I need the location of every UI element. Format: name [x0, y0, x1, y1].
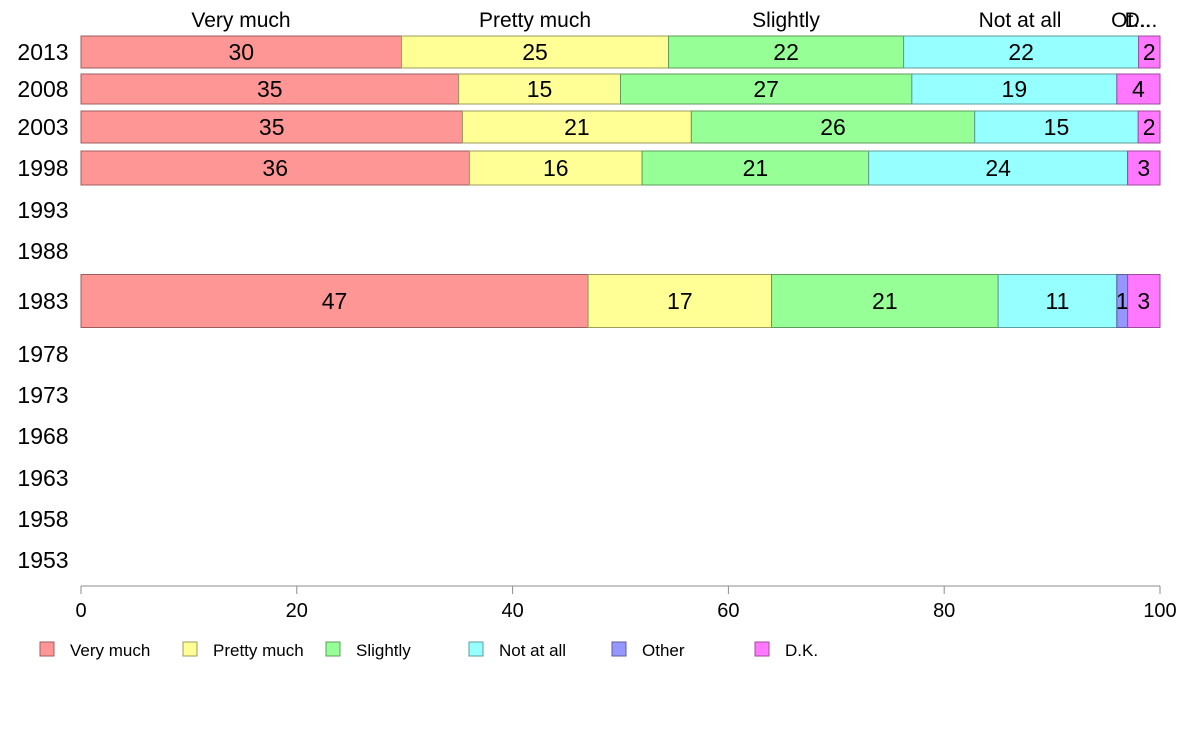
bar-label-1983-not-at-all: 11 — [1046, 288, 1070, 314]
bar-label-1983-slightly: 21 — [872, 288, 898, 314]
bar-1983-very-much — [80, 274, 589, 328]
column-headers: Very much Pretty much Slightly Not at all Ot… — [191, 9, 1157, 32]
bar-2013-d-k — [1138, 35, 1161, 69]
year-labels: 2013 2008 2003 1998 1993 1988 1983 1978 1973 1968… — [17, 39, 68, 573]
legend-label-very-much: Very much — [70, 641, 150, 660]
year-label-1963: 1963 — [17, 465, 68, 491]
bar-label-2003-pretty-much: 21 — [564, 114, 590, 140]
bar-2003-d-k — [1137, 110, 1161, 144]
bar-label-2003-slightly: 26 — [820, 114, 846, 140]
legend-label-pretty-much: Pretty much — [213, 641, 304, 660]
bar-2008-pretty-much — [458, 73, 621, 105]
bar-2008-d-k — [1116, 73, 1161, 105]
legend-swatch-pretty-much — [182, 641, 198, 657]
bar-1983-slightly — [771, 274, 999, 328]
legend-swatch-not-at-all — [468, 641, 484, 657]
year-label-1953: 1953 — [17, 547, 68, 573]
year-label-2013: 2013 — [17, 39, 68, 65]
bar-2003-very-much — [80, 110, 463, 144]
column-header-not-at-all: Not at all — [979, 9, 1062, 32]
x-tick-label-20: 20 — [286, 600, 308, 622]
bar-label-2013-slightly: 22 — [773, 39, 799, 65]
bar-label-1998-very-much: 36 — [262, 155, 288, 181]
legend: Very much Pretty much Slightly Not at all Ot… — [39, 641, 818, 660]
bar-1998-d-k — [1127, 150, 1161, 186]
bar-label-2008-d-k: 4 — [1132, 76, 1145, 102]
column-header-ot: Ot... — [1111, 9, 1151, 32]
column-header-very-much: Very much — [191, 9, 290, 32]
year-label-2008: 2008 — [17, 76, 68, 102]
x-tick-label-40: 40 — [501, 600, 523, 622]
bar-label-1998-d-k: 3 — [1137, 155, 1150, 181]
x-tick-label-60: 60 — [717, 600, 739, 622]
legend-swatch-d-k — [754, 641, 770, 657]
bar-2008-very-much — [80, 73, 460, 105]
column-header-d: D... — [1125, 9, 1158, 32]
year-label-1998: 1998 — [17, 155, 68, 181]
bar-label-1998-not-at-all: 24 — [985, 155, 1011, 181]
bar-label-2013-d-k: 2 — [1143, 39, 1156, 65]
bar-label-1998-pretty-much: 16 — [543, 155, 569, 181]
bar-1983-not-at-all — [997, 274, 1118, 328]
bar-label-1998-slightly: 21 — [743, 155, 769, 181]
year-label-1958: 1958 — [17, 506, 68, 532]
year-label-1973: 1973 — [17, 382, 68, 408]
legend-swatch-other — [611, 641, 627, 657]
year-label-2003: 2003 — [17, 114, 68, 140]
legend-label-other: Other — [642, 641, 685, 660]
bar-label-2008-very-much: 35 — [257, 76, 283, 102]
legend-label-slightly: Slightly — [356, 641, 411, 660]
year-label-1968: 1968 — [17, 423, 68, 449]
bar-label-2008-not-at-all: 19 — [1002, 76, 1028, 102]
x-tick-label-80: 80 — [933, 600, 955, 622]
year-label-1988: 1988 — [17, 238, 68, 264]
bar-label-2008-pretty-much: 15 — [527, 76, 553, 102]
bar-2008-slightly — [620, 73, 913, 105]
x-axis: 0 20 40 60 80 100 — [75, 585, 1177, 622]
bar-2003-pretty-much — [461, 110, 692, 144]
bar-label-1983-very-much: 47 — [322, 288, 348, 314]
year-label-1978: 1978 — [17, 341, 68, 367]
bar-label-1983-d-k: 3 — [1137, 288, 1150, 314]
bar-1998-slightly — [641, 150, 870, 186]
bar-label-2013-not-at-all: 22 — [1008, 39, 1034, 65]
bar-2013-pretty-much — [400, 35, 670, 69]
legend-swatch-slightly — [325, 641, 341, 657]
bar-1998-very-much — [80, 150, 470, 186]
legend-label-not-at-all: Not at all — [499, 641, 566, 660]
bar-1983-d-k — [1127, 274, 1161, 328]
column-header-slightly: Slightly — [752, 9, 820, 32]
bar-label-2003-not-at-all: 15 — [1044, 114, 1070, 140]
x-tick-label-0: 0 — [75, 600, 86, 622]
bars: 30 25 22 22 235 15 27 19 435 21 26 15 236 16 21 24 347 17… — [80, 35, 1161, 328]
x-tick-label-100: 100 — [1143, 600, 1176, 622]
column-header-pretty-much: Pretty much — [479, 9, 591, 32]
year-label-1983: 1983 — [17, 288, 68, 314]
year-label-1993: 1993 — [17, 197, 68, 223]
bar-label-2008-slightly: 27 — [753, 76, 779, 102]
bar-2008-not-at-all — [911, 73, 1118, 105]
bar-label-2013-very-much: 30 — [228, 39, 254, 65]
bar-2003-slightly — [690, 110, 976, 144]
bar-label-1983-pretty-much: 17 — [667, 288, 693, 314]
bar-label-2013-pretty-much: 25 — [522, 39, 548, 65]
bar-1998-pretty-much — [468, 150, 643, 186]
legend-label-d-k: D.K. — [785, 641, 818, 660]
bar-label-2003-d-k: 2 — [1143, 114, 1156, 140]
bar-1998-not-at-all — [868, 150, 1129, 186]
legend-swatch-very-much — [39, 641, 55, 657]
bar-label-1983-other: 1 — [1116, 288, 1129, 314]
bar-label-2003-very-much: 35 — [259, 114, 285, 140]
